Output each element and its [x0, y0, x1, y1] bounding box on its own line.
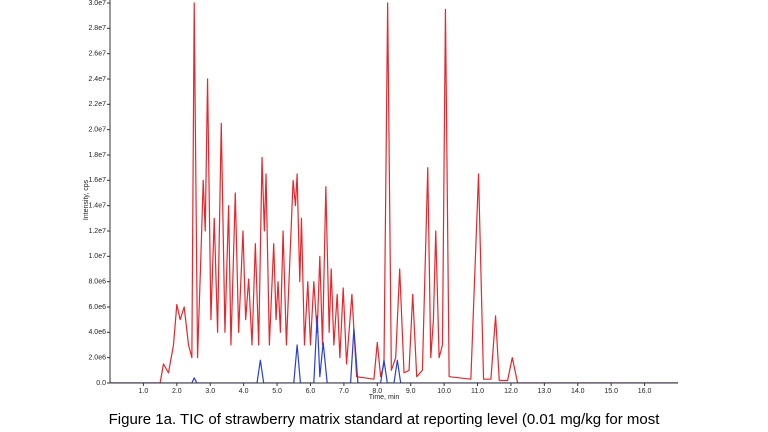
- y-tick-label: 0.0: [96, 380, 106, 387]
- trace-line: [110, 315, 678, 383]
- y-tick-label: 1.0e7: [88, 253, 106, 260]
- y-tick-label: 2.0e6: [88, 355, 106, 362]
- x-axis-label: Time, min: [369, 394, 400, 401]
- x-tick-label: 14.0: [571, 388, 585, 395]
- x-tick-label: 10.0: [437, 388, 451, 395]
- y-axis-label: Intensity, cps: [83, 179, 90, 220]
- x-tick-label: 3.0: [205, 388, 215, 395]
- y-tick-label: 1.8e7: [88, 152, 106, 159]
- x-tick-label: 2.0: [172, 388, 182, 395]
- y-tick-label: 6.0e6: [88, 304, 106, 311]
- caption: Figure 1a. TIC of strawberry matrix stan…: [109, 411, 661, 428]
- x-tick-label: 13.0: [538, 388, 552, 395]
- y-tick-label: 8.0e6: [88, 279, 106, 286]
- x-tick-label: 16.0: [638, 388, 652, 395]
- ticks: 0.0 2.0e6 4.0e6 6.0e6 8.0e6 1.0e7 1.2e7 1.4e7 1.…: [88, 0, 651, 395]
- y-tick-label: 4.0e6: [88, 329, 106, 336]
- y-tick-label: 3.0e7: [88, 0, 106, 7]
- x-tick-label: 7.0: [339, 388, 349, 395]
- x-tick-label: 11.0: [471, 388, 484, 395]
- y-tick-label: 2.0e7: [88, 127, 106, 134]
- plot-area: [110, 2, 678, 383]
- x-tick-label: 5.0: [272, 388, 282, 395]
- y-tick-label: 2.2e7: [88, 101, 106, 108]
- y-tick-label: 2.6e7: [88, 51, 106, 58]
- y-tick-label: 2.4e7: [88, 76, 106, 83]
- y-tick-label: 1.6e7: [88, 177, 106, 184]
- x-tick-label: 4.0: [239, 388, 249, 395]
- x-tick-label: 1.0: [139, 388, 149, 395]
- y-tick-label: 1.2e7: [88, 228, 106, 235]
- x-tick-label: 12.0: [504, 388, 518, 395]
- trace-line: [110, 2, 678, 383]
- y-tick-label: 1.4e7: [88, 203, 106, 210]
- x-tick-label: 6.0: [306, 388, 316, 395]
- x-tick-label: 8.0: [372, 388, 382, 395]
- y-tick-label: 2.8e7: [88, 25, 106, 32]
- x-tick-label: 15.0: [604, 388, 618, 395]
- x-tick-label: 9.0: [406, 388, 416, 395]
